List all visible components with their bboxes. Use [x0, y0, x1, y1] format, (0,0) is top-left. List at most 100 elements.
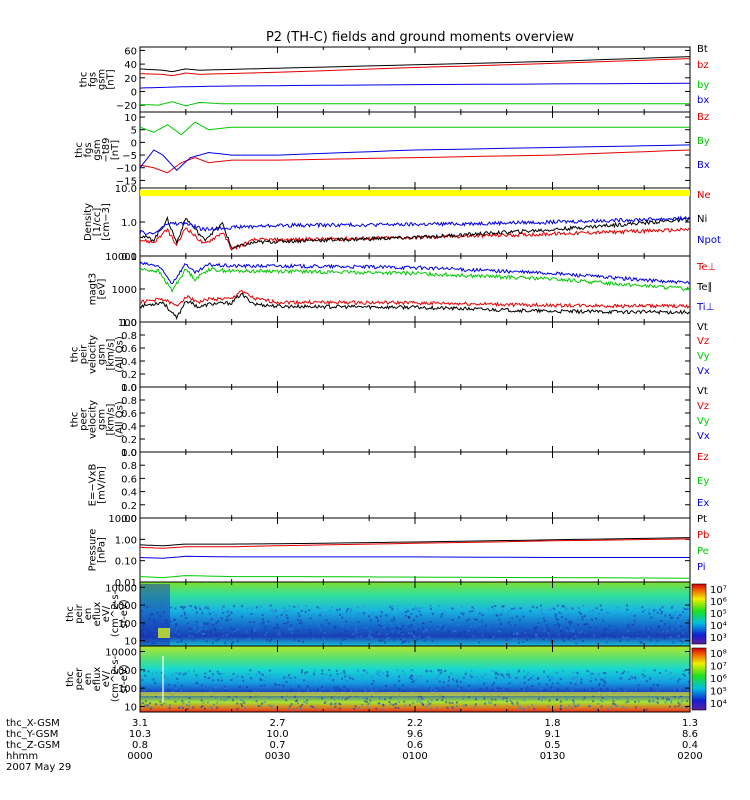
xaxis-tick-value: 2.7	[270, 718, 286, 729]
ylabel-line: [cm−3]	[101, 203, 112, 241]
series-line-bx	[140, 82, 690, 89]
ytick-label: 10	[124, 113, 137, 124]
legend-entry: By	[697, 136, 710, 147]
xaxis-row-label: thc_Y-GSM	[6, 729, 58, 740]
ylabel-line: fgs	[88, 72, 99, 87]
series-line-bz	[140, 58, 690, 77]
ytick-label: 0.2	[121, 370, 137, 381]
legend-entry: Ti⊥	[696, 302, 714, 313]
ytick-label: 0.2	[121, 435, 137, 446]
ylabel-line: peer	[74, 667, 85, 691]
ylabel-line: gsm	[97, 344, 108, 365]
series-line-By	[140, 121, 690, 136]
ytick-label: 0.01	[115, 578, 137, 589]
xaxis-tick-value: 10.0	[266, 729, 288, 740]
series-line-Npot	[140, 215, 690, 236]
legend-entry: Vy	[697, 351, 710, 362]
xaxis-tick-value: 0.4	[682, 740, 698, 751]
ylabel-line: [km/s]	[106, 338, 117, 370]
series-line-Ne	[140, 227, 690, 251]
panel-4: 1.0 0.8 0.6 0.4 0.2 0.0 thcpeirvelocitygsm[km/…	[70, 318, 710, 394]
ylabel-line: (cm^2-s-	[110, 655, 121, 702]
spectrogram-8	[140, 582, 690, 646]
colorbar-tick: 10⁸	[710, 649, 727, 660]
xaxis-tick-value: 3.1	[132, 718, 148, 729]
ytick-label: 0.6	[121, 409, 137, 420]
ylabel-line: sr-eV)	[119, 599, 130, 628]
ylabel-line: fgs	[83, 142, 94, 157]
ytick-label: 0.6	[121, 474, 137, 485]
series-line-Bt	[140, 56, 690, 73]
ytick-label: 0.1	[121, 252, 137, 263]
ylabel-line: (All Qs)	[115, 336, 126, 373]
xaxis-tick-value: 0200	[677, 751, 702, 762]
xaxis-row-label: 2007 May 29	[6, 762, 71, 773]
ylabel-line: eflux	[92, 602, 103, 627]
ylabel-line: magt3	[88, 273, 99, 306]
xaxis-tick-value: 1.8	[545, 718, 561, 729]
ytick-label: 40	[124, 60, 137, 71]
panel-frame	[139, 451, 691, 519]
ytick-label: 10.00	[108, 514, 137, 525]
ytick-label: 0.2	[121, 501, 137, 512]
panel-frame	[139, 386, 691, 453]
ytick-label: 1.0	[121, 218, 137, 229]
ytick-label: 0.8	[121, 331, 137, 342]
ylabel-line: thc	[70, 347, 81, 363]
series-line-Bz	[140, 149, 690, 174]
legend-entry: bz	[697, 60, 709, 71]
xaxis-row-label: thc_Z-GSM	[6, 740, 60, 751]
ylabel-line: gsm	[92, 139, 103, 160]
xaxis-tick-value: 8.6	[682, 729, 698, 740]
ylabel-line: (All Qs)	[115, 401, 126, 438]
ytick-label: 0.4	[121, 357, 137, 368]
legend-entry: Ni	[697, 214, 707, 225]
ytick-label: 100	[118, 318, 137, 329]
xaxis-tick-value: 9.1	[545, 729, 561, 740]
xaxis-tick-value: 0100	[402, 751, 427, 762]
legend-entry: Te∥	[696, 282, 713, 293]
ytick-label: 1.0	[121, 318, 137, 329]
ylabel-line: [mV/m]	[97, 466, 108, 504]
ylabel-line: sr-eV)	[119, 664, 130, 693]
legend-entry: Pb	[697, 530, 709, 541]
ytick-label: 10000	[105, 648, 137, 659]
xaxis-row-label: hhmm	[6, 751, 38, 762]
legend-entry: Pi	[697, 562, 706, 573]
panel-frame	[139, 321, 691, 388]
colorbar-tick: 10⁵	[710, 687, 727, 698]
xaxis-tick-value: 0.5	[545, 740, 561, 751]
colorbar-8	[691, 583, 707, 645]
ylabel-line: eV/	[101, 670, 112, 687]
legend-entry: Ey	[697, 476, 709, 487]
colorbar-tick: 10⁶	[710, 674, 727, 685]
legend-entry: Pe	[697, 546, 709, 557]
ylabel-line: [nT]	[110, 140, 121, 160]
ylabel-line: eV/	[101, 605, 112, 622]
series-line-Ti⊥	[140, 261, 690, 285]
series-line-Ti∥	[140, 267, 690, 293]
legend-entry: Npot	[697, 235, 721, 246]
ytick-label: 1.00	[115, 535, 137, 546]
ylabel-line: eflux	[92, 667, 103, 692]
ylabel-line: [nT]	[106, 69, 117, 89]
ytick-label: 0.0	[121, 383, 137, 394]
ylabel-line: Pressure	[88, 529, 99, 572]
legend-entry: Pt	[697, 514, 707, 525]
colorbar-tick: 10⁶	[710, 597, 727, 608]
ylabel-line: peir	[74, 603, 85, 623]
ytick-label: 5	[131, 126, 137, 137]
spectrogram-9	[140, 646, 690, 712]
legend-entry: Vx	[697, 431, 710, 442]
ylabel-line: en	[83, 673, 94, 686]
ylabel-line: (cm^2-s-	[110, 590, 121, 637]
ytick-label: 10000	[105, 583, 137, 594]
panel-frame	[139, 517, 691, 583]
series-line-Pt	[140, 537, 690, 547]
panel-frame	[139, 46, 691, 113]
colorbar-tick: 10³	[710, 633, 727, 644]
legend-entry: Te⊥	[696, 262, 716, 273]
ylabel-line: gsm	[97, 69, 108, 90]
ylabel-line: velocity	[88, 335, 99, 374]
